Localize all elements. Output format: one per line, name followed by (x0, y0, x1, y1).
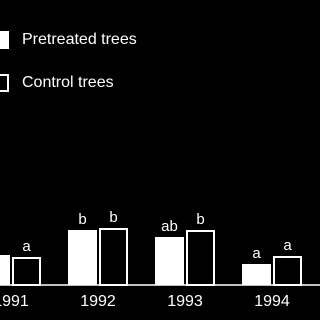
significance-letter: ab (161, 218, 178, 235)
legend-swatch (0, 31, 9, 49)
x-tick-label: 1991 (0, 293, 29, 310)
legend-swatch (0, 74, 9, 92)
legend-label: Control trees (22, 74, 114, 91)
significance-letter: a (252, 245, 261, 262)
x-tick-label: 1994 (254, 293, 290, 310)
significance-letter: b (109, 209, 117, 226)
significance-letter: b (196, 211, 204, 228)
bar (99, 228, 128, 286)
significance-letter: b (78, 211, 86, 228)
x-tick-label: 1993 (167, 293, 203, 310)
legend-label: Pretreated trees (22, 31, 137, 48)
x-tick-label: 1992 (80, 293, 116, 310)
bar (155, 237, 184, 285)
bar (0, 255, 10, 285)
bar (242, 264, 271, 285)
bar (12, 257, 41, 286)
bar (273, 256, 302, 286)
bar (68, 230, 97, 285)
significance-letter: a (22, 238, 31, 255)
significance-letter: a (283, 237, 292, 254)
bar (186, 230, 215, 286)
